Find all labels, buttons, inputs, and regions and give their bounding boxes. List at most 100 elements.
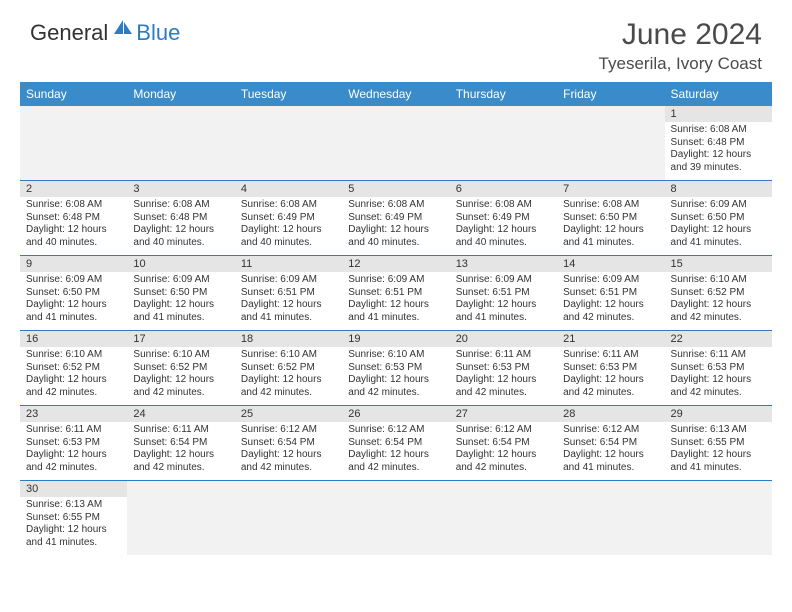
day-dl1: Daylight: 12 hours — [563, 449, 658, 462]
day-sr: Sunrise: 6:13 AM — [26, 499, 121, 512]
day-detail — [235, 497, 342, 555]
day-dl1: Daylight: 12 hours — [671, 374, 766, 387]
day-dl2: and 42 minutes. — [133, 387, 228, 400]
day-dl2: and 42 minutes. — [563, 387, 658, 400]
day-ss: Sunset: 6:50 PM — [26, 287, 121, 300]
day-ss: Sunset: 6:53 PM — [671, 362, 766, 375]
day-number: 29 — [665, 406, 772, 423]
day-detail: Sunrise: 6:09 AMSunset: 6:51 PMDaylight:… — [450, 272, 557, 331]
day-dl2: and 42 minutes. — [671, 312, 766, 325]
day-sr: Sunrise: 6:09 AM — [348, 274, 443, 287]
day-number: 19 — [342, 331, 449, 348]
location: Tyeserila, Ivory Coast — [599, 54, 762, 74]
day-dl2: and 40 minutes. — [348, 237, 443, 250]
day-dl1: Daylight: 12 hours — [563, 374, 658, 387]
day-ss: Sunset: 6:50 PM — [563, 212, 658, 225]
day-ss: Sunset: 6:54 PM — [133, 437, 228, 450]
day-sr: Sunrise: 6:11 AM — [133, 424, 228, 437]
day-dl1: Daylight: 12 hours — [26, 224, 121, 237]
day-number — [450, 106, 557, 122]
week-detail-row: Sunrise: 6:08 AMSunset: 6:48 PMDaylight:… — [20, 197, 772, 256]
day-detail: Sunrise: 6:12 AMSunset: 6:54 PMDaylight:… — [235, 422, 342, 481]
header: General Blue June 2024 Tyeserila, Ivory … — [0, 0, 792, 82]
day-detail: Sunrise: 6:09 AMSunset: 6:50 PMDaylight:… — [665, 197, 772, 256]
day-dl1: Daylight: 12 hours — [241, 374, 336, 387]
day-ss: Sunset: 6:52 PM — [133, 362, 228, 375]
day-number: 23 — [20, 406, 127, 423]
day-ss: Sunset: 6:51 PM — [563, 287, 658, 300]
week-daynum-row: 2345678 — [20, 181, 772, 198]
day-detail — [127, 497, 234, 555]
day-dl1: Daylight: 12 hours — [133, 374, 228, 387]
day-number: 12 — [342, 256, 449, 273]
day-detail: Sunrise: 6:10 AMSunset: 6:52 PMDaylight:… — [127, 347, 234, 406]
day-dl1: Daylight: 12 hours — [456, 224, 551, 237]
week-detail-row: Sunrise: 6:08 AMSunset: 6:48 PMDaylight:… — [20, 122, 772, 181]
day-number: 2 — [20, 181, 127, 198]
day-detail: Sunrise: 6:08 AMSunset: 6:48 PMDaylight:… — [20, 197, 127, 256]
day-ss: Sunset: 6:55 PM — [26, 512, 121, 525]
day-number: 21 — [557, 331, 664, 348]
day-dl2: and 41 minutes. — [563, 462, 658, 475]
calendar-table: Sunday Monday Tuesday Wednesday Thursday… — [20, 82, 772, 555]
sail-icon — [112, 18, 134, 41]
day-sr: Sunrise: 6:09 AM — [133, 274, 228, 287]
day-number: 30 — [20, 481, 127, 498]
day-number: 25 — [235, 406, 342, 423]
day-dl2: and 42 minutes. — [456, 387, 551, 400]
day-dl1: Daylight: 12 hours — [241, 449, 336, 462]
day-dl1: Daylight: 12 hours — [456, 449, 551, 462]
day-dl1: Daylight: 12 hours — [348, 449, 443, 462]
day-ss: Sunset: 6:54 PM — [241, 437, 336, 450]
day-dl2: and 42 minutes. — [133, 462, 228, 475]
day-detail: Sunrise: 6:11 AMSunset: 6:53 PMDaylight:… — [557, 347, 664, 406]
week-detail-row: Sunrise: 6:11 AMSunset: 6:53 PMDaylight:… — [20, 422, 772, 481]
day-number: 18 — [235, 331, 342, 348]
day-dl2: and 40 minutes. — [133, 237, 228, 250]
day-detail — [557, 497, 664, 555]
day-dl2: and 41 minutes. — [348, 312, 443, 325]
day-sr: Sunrise: 6:08 AM — [456, 199, 551, 212]
day-number: 26 — [342, 406, 449, 423]
day-number: 28 — [557, 406, 664, 423]
day-detail: Sunrise: 6:09 AMSunset: 6:51 PMDaylight:… — [342, 272, 449, 331]
week-daynum-row: 9101112131415 — [20, 256, 772, 273]
day-number: 5 — [342, 181, 449, 198]
day-dl1: Daylight: 12 hours — [26, 524, 121, 537]
day-sr: Sunrise: 6:11 AM — [456, 349, 551, 362]
day-sr: Sunrise: 6:08 AM — [133, 199, 228, 212]
day-number — [127, 106, 234, 122]
day-sr: Sunrise: 6:09 AM — [26, 274, 121, 287]
day-ss: Sunset: 6:48 PM — [671, 137, 766, 150]
day-header: Friday — [557, 82, 664, 106]
day-detail: Sunrise: 6:09 AMSunset: 6:51 PMDaylight:… — [235, 272, 342, 331]
day-header: Wednesday — [342, 82, 449, 106]
day-ss: Sunset: 6:54 PM — [563, 437, 658, 450]
day-dl2: and 41 minutes. — [671, 237, 766, 250]
day-sr: Sunrise: 6:12 AM — [456, 424, 551, 437]
day-sr: Sunrise: 6:11 AM — [671, 349, 766, 362]
day-header: Tuesday — [235, 82, 342, 106]
day-number — [342, 106, 449, 122]
day-number — [450, 481, 557, 498]
day-detail: Sunrise: 6:12 AMSunset: 6:54 PMDaylight:… — [450, 422, 557, 481]
day-dl1: Daylight: 12 hours — [133, 449, 228, 462]
day-number: 15 — [665, 256, 772, 273]
day-detail — [20, 122, 127, 181]
day-detail — [450, 122, 557, 181]
day-dl2: and 41 minutes. — [26, 537, 121, 550]
day-detail: Sunrise: 6:12 AMSunset: 6:54 PMDaylight:… — [557, 422, 664, 481]
day-number — [235, 106, 342, 122]
week-daynum-row: 23242526272829 — [20, 406, 772, 423]
day-detail — [342, 497, 449, 555]
day-detail — [235, 122, 342, 181]
week-detail-row: Sunrise: 6:13 AMSunset: 6:55 PMDaylight:… — [20, 497, 772, 555]
day-number — [557, 106, 664, 122]
day-dl1: Daylight: 12 hours — [133, 224, 228, 237]
day-detail: Sunrise: 6:08 AMSunset: 6:49 PMDaylight:… — [450, 197, 557, 256]
day-dl1: Daylight: 12 hours — [26, 299, 121, 312]
day-number: 6 — [450, 181, 557, 198]
day-number: 20 — [450, 331, 557, 348]
day-dl2: and 41 minutes. — [456, 312, 551, 325]
day-ss: Sunset: 6:51 PM — [348, 287, 443, 300]
